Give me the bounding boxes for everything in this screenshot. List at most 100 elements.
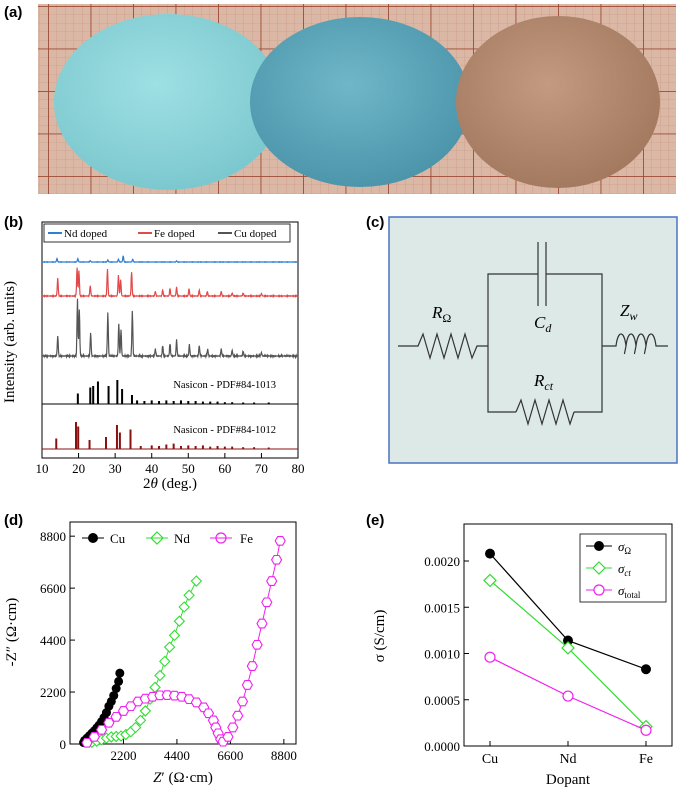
pellet-nd — [250, 17, 470, 187]
conductivity-point-ct — [561, 641, 575, 655]
legend-marker-sigma-ohm — [594, 541, 604, 551]
conductivity-xtick-label: Cu — [482, 752, 498, 767]
nyquist-ytick-label: 4400 — [40, 633, 66, 648]
nyquist-point-nd — [183, 589, 195, 601]
conductivity-xlabel: Dopant — [546, 772, 591, 788]
xrd-xtick-label: 80 — [292, 461, 305, 476]
nyquist-point-nd — [168, 629, 181, 642]
nyquist-point-cu — [109, 691, 119, 701]
nyquist-point-fe — [95, 724, 108, 735]
legend-cu: Cu doped — [234, 228, 277, 240]
pellet-fe — [456, 16, 660, 188]
xrd-pattern-nd — [42, 255, 298, 264]
legend-marker-fe — [215, 532, 227, 544]
nyquist-point-nd — [163, 641, 176, 653]
xrd-xtick-label: 60 — [218, 461, 231, 476]
xrd-xtick-label: 50 — [182, 461, 195, 476]
nyquist-point-cu — [111, 684, 121, 693]
nyquist-point-fe — [154, 690, 166, 701]
nyquist-point-nd — [158, 655, 171, 668]
nyquist-chart: 2200 4400 6600 8800 0 2200 4400 6600 8800 Cu Nd … — [4, 521, 297, 786]
nyquist-plot-frame — [69, 521, 297, 745]
conductivity-ytick-label: 0.0015 — [424, 600, 460, 615]
conductivity-ylabel: σ (S/cm) — [372, 610, 388, 663]
nyquist-point-nd — [134, 714, 147, 727]
wire-top-right — [546, 273, 603, 346]
nyquist-ytick-label: 6600 — [40, 581, 66, 596]
xrd-pattern-cu — [41, 298, 299, 360]
legend-nd: Nd doped — [64, 228, 108, 240]
xrd-xtick-label: 20 — [72, 461, 85, 476]
nyquist-ytick-label: 8800 — [40, 529, 66, 544]
equivalent-circuit: RΩ Cd Zw Rct — [388, 216, 678, 464]
xrd-legend: Nd doped Fe doped Cu doped — [43, 223, 291, 243]
label-rct: Rct — [533, 371, 554, 393]
nyquist-legend: Cu Nd Fe — [82, 531, 253, 546]
conductivity-point-ohm — [563, 635, 573, 646]
nyquist-point-fe — [88, 732, 100, 742]
conductivity-point-ct — [483, 573, 497, 588]
nyquist-point-fe — [241, 680, 254, 690]
conductivity-point-ohm — [641, 664, 651, 675]
nyquist-point-nd — [190, 575, 203, 587]
nyquist-point-nd — [129, 721, 142, 734]
conductivity-ytick-label: 0.0010 — [424, 647, 460, 662]
pellet-photo — [38, 4, 676, 194]
wire-bottom-right — [574, 346, 603, 413]
conductivity-ytick-label: 0.0020 — [424, 554, 460, 569]
nyquist-ylabel: -Z″ (Ω·cm) — [4, 598, 20, 667]
panel-label-a: (a) — [4, 4, 23, 21]
nyquist-point-fe — [261, 597, 273, 608]
nyquist-point-fe — [266, 576, 278, 586]
conductivity-point-total — [484, 651, 496, 663]
nyquist-point-fe — [251, 639, 263, 650]
label-zw: Zw — [620, 301, 637, 323]
conductivity-point-ohm — [485, 548, 495, 559]
legend-marker-cu — [88, 533, 98, 543]
xrd-pattern-fe — [42, 267, 299, 299]
nyquist-point-nd — [178, 601, 190, 613]
nyquist-point-fe — [222, 732, 234, 742]
ref-label-1013: Nasicon - PDF#84-1013 — [173, 380, 276, 391]
warburg-element — [602, 333, 668, 355]
legend-nd: Nd — [174, 531, 190, 546]
legend-fe: Fe — [240, 531, 253, 546]
conductivity-point-total — [562, 690, 574, 702]
nyquist-point-fe — [81, 737, 93, 748]
nyquist-point-fe — [161, 690, 173, 700]
nyquist-point-nd — [173, 615, 186, 627]
nyquist-point-fe — [256, 618, 268, 629]
legend-sigma-ct: σct — [618, 561, 631, 578]
nyquist-point-cu — [114, 676, 124, 686]
resistor-r-ohm — [398, 331, 488, 361]
pellet-cu — [54, 14, 282, 190]
panel-label-e: (e) — [366, 512, 385, 529]
nyquist-point-fe — [227, 722, 239, 733]
conductivity-point-total — [640, 724, 652, 736]
panel-label-b: (b) — [4, 214, 24, 231]
xrd-xtick-label: 70 — [255, 461, 268, 476]
legend-sigma-total: σtotal — [618, 583, 641, 600]
xrd-xtick-label: 30 — [109, 461, 122, 476]
resistor-r-ct — [515, 397, 575, 427]
conductivity-ytick-label: 0.0005 — [424, 693, 460, 708]
nyquist-point-cu — [115, 668, 125, 678]
legend-sigma-ohm: σΩ — [618, 539, 631, 556]
nyquist-point-fe — [232, 710, 244, 721]
wire-top-left — [487, 273, 538, 346]
legend-cu: Cu — [110, 531, 126, 546]
nyquist-point-fe — [236, 696, 249, 707]
xrd-xtick-label: 40 — [145, 461, 158, 476]
nyquist-ytick-label: 0 — [60, 737, 67, 752]
panel-label-c: (c) — [366, 214, 385, 231]
nyquist-xtick-label: 4400 — [164, 748, 190, 763]
ref-label-1012: Nasicon - PDF#84-1012 — [173, 425, 276, 436]
xrd-plot-frame — [41, 221, 299, 459]
nyquist-point-fe — [274, 536, 286, 546]
legend-marker-nd — [150, 531, 164, 545]
nyquist-point-fe — [246, 661, 258, 671]
legend-marker-sigma-total — [593, 584, 605, 596]
legend-fe: Fe doped — [154, 228, 195, 240]
conductivity-chart: Cu Nd Fe 0.0000 0.0005 0.0010 0.0015 0.0020 σΩ … — [372, 523, 673, 788]
nyquist-xlabel: Z′ (Ω·cm) — [153, 770, 213, 786]
